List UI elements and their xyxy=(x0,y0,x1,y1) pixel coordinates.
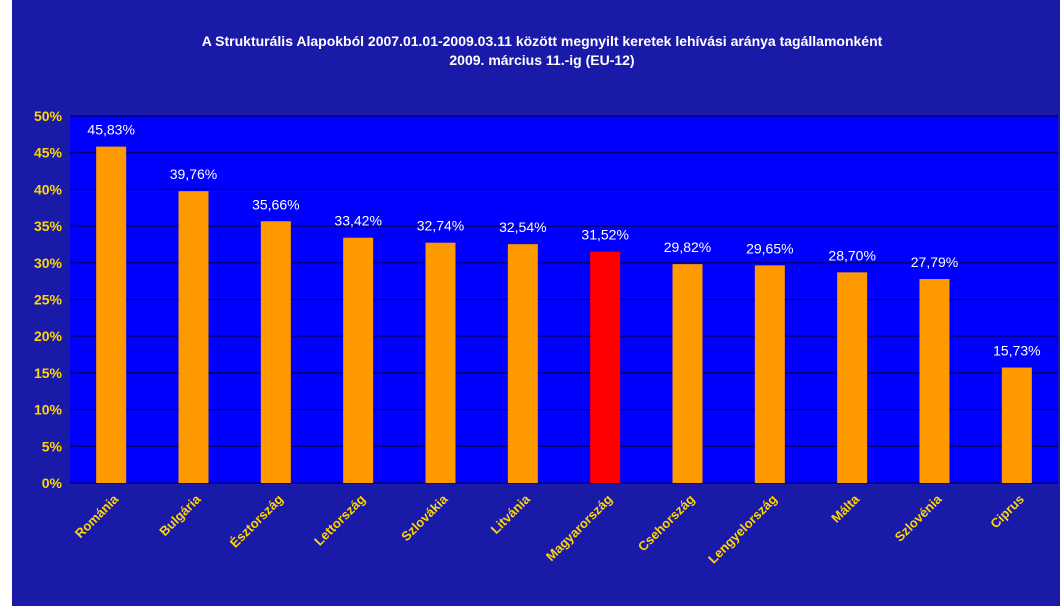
x-tick-label: Lettország xyxy=(311,491,368,548)
value-label: 45,83% xyxy=(87,122,134,138)
bar-chart: A Strukturális Alapokból 2007.01.01-2009… xyxy=(34,33,1058,567)
bar-szlovákia xyxy=(425,242,456,483)
y-axis-ticks: 0% 5% 10% 15% 20% 25% 30% 35% 40% 45% 50% xyxy=(34,108,63,491)
x-tick-label: Lengyelország xyxy=(705,491,780,566)
y-tick-label: 45% xyxy=(34,145,63,161)
x-tick-label: Románia xyxy=(72,491,122,541)
y-tick-label: 5% xyxy=(42,438,63,454)
y-tick-label: 50% xyxy=(34,108,63,124)
value-label: 27,79% xyxy=(911,254,958,270)
bar-bulgária xyxy=(178,191,209,483)
value-labels: 45,83% 39,76% 35,66% 33,42% 32,74% 32,54% 31,5… xyxy=(87,122,1040,359)
y-tick-label: 30% xyxy=(34,255,63,271)
bar-csehország xyxy=(672,264,703,483)
x-tick-label: Ciprus xyxy=(987,492,1027,532)
x-tick-label: Szlovákia xyxy=(398,491,451,544)
bar-ciprus xyxy=(1001,367,1032,483)
value-label: 29,82% xyxy=(664,239,711,255)
bar-lettország xyxy=(343,237,374,483)
bar-málta xyxy=(837,272,868,483)
x-tick-label: Észtország xyxy=(227,491,286,550)
x-tick-label: Málta xyxy=(828,491,863,526)
gridlines xyxy=(70,115,1058,484)
y-tick-label: 10% xyxy=(34,402,63,418)
chart-subtitle: 2009. március 11.-ig (EU-12) xyxy=(449,52,634,68)
y-tick-label: 40% xyxy=(34,181,63,197)
bar-litvánia xyxy=(507,244,538,483)
x-tick-label: Magyarország xyxy=(543,491,615,563)
value-label: 31,52% xyxy=(581,227,628,243)
bars xyxy=(96,146,1032,484)
bar-lengyelország xyxy=(754,265,785,483)
chart-frame: A Strukturális Alapokból 2007.01.01-2009… xyxy=(12,0,1060,606)
value-label: 35,66% xyxy=(252,196,299,212)
chart-title: A Strukturális Alapokból 2007.01.01-2009… xyxy=(202,33,883,49)
y-tick-label: 15% xyxy=(34,365,63,381)
bar-magyarország xyxy=(590,251,621,483)
bar-szlovénia xyxy=(919,279,950,483)
x-tick-label: Bulgária xyxy=(156,491,204,539)
value-label: 29,65% xyxy=(746,240,793,256)
y-tick-label: 35% xyxy=(34,218,63,234)
value-label: 32,54% xyxy=(499,219,546,235)
y-tick-label: 0% xyxy=(42,475,63,491)
x-tick-label: Szlovénia xyxy=(892,491,946,545)
value-label: 28,70% xyxy=(828,247,875,263)
value-label: 33,42% xyxy=(334,213,381,229)
x-tick-label: Litvánia xyxy=(488,491,534,537)
x-axis-labels: Románia Bulgária Észtország Lettország Szlov… xyxy=(72,491,1027,567)
y-tick-label: 20% xyxy=(34,328,63,344)
value-label: 32,74% xyxy=(417,218,464,234)
value-label: 39,76% xyxy=(170,166,217,182)
bar-románia xyxy=(96,146,127,484)
value-label: 15,73% xyxy=(993,343,1040,359)
y-tick-label: 25% xyxy=(34,292,63,308)
x-tick-label: Csehország xyxy=(635,491,698,554)
bar-észtország xyxy=(260,221,291,483)
